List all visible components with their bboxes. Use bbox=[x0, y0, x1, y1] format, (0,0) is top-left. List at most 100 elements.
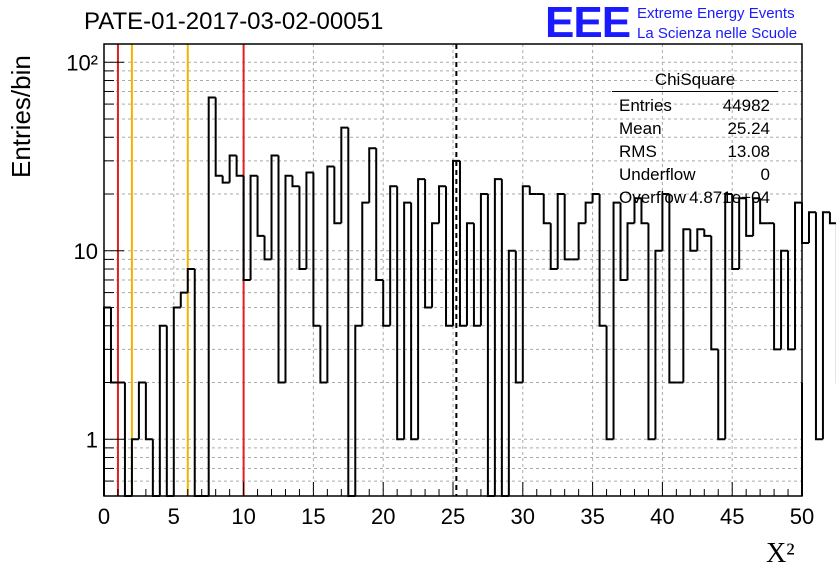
histogram-bin bbox=[794, 201, 802, 350]
histogram-bin bbox=[696, 228, 705, 251]
histogram-bin bbox=[458, 160, 467, 327]
stats-key: Entries bbox=[619, 96, 672, 115]
stats-value: 13.08 bbox=[727, 142, 770, 161]
histogram-bin bbox=[214, 97, 223, 177]
histogram-bin bbox=[626, 222, 635, 280]
tick-marks bbox=[103, 61, 803, 497]
histogram-bin bbox=[724, 193, 733, 440]
histogram-bin bbox=[612, 201, 621, 440]
y-tick-label: 1 bbox=[86, 427, 98, 452]
histogram-bin bbox=[507, 249, 516, 496]
stats-row-overflow: Overflow 4.871e+04 bbox=[612, 186, 778, 209]
histogram-bin bbox=[228, 154, 237, 183]
x-tick-label: 10 bbox=[231, 504, 255, 529]
stats-row-rms: RMS 13.08 bbox=[612, 140, 778, 163]
histogram-bin bbox=[801, 202, 809, 244]
histogram-bin bbox=[787, 250, 796, 351]
histogram-bin bbox=[165, 325, 174, 497]
histogram-bin bbox=[542, 194, 551, 225]
histogram-bin bbox=[738, 197, 747, 270]
histogram-series bbox=[103, 96, 836, 497]
tick-labels: 0 5 10 15 20 25 30 35 40 45 50 1 10 10² bbox=[66, 50, 814, 529]
histogram-bin bbox=[654, 249, 663, 440]
histogram-bin bbox=[465, 222, 474, 326]
histogram-bin bbox=[305, 171, 314, 270]
x-tick-label: 0 bbox=[98, 504, 110, 529]
histogram-bin bbox=[375, 148, 384, 281]
histogram-bin bbox=[221, 175, 230, 184]
histogram-bin bbox=[235, 155, 244, 177]
histogram-bin bbox=[382, 279, 391, 327]
histogram-bin bbox=[103, 306, 111, 496]
histogram-bin bbox=[549, 223, 558, 271]
histogram-bin bbox=[438, 185, 447, 224]
stats-row-underflow: Underflow 0 bbox=[612, 163, 778, 186]
stats-key: Underflow bbox=[619, 165, 696, 184]
x-tick-label: 40 bbox=[650, 504, 674, 529]
stats-value: 0 bbox=[760, 165, 770, 184]
histogram-bin bbox=[445, 186, 453, 327]
eee-logo: EEE bbox=[545, 0, 631, 47]
histogram-bin bbox=[361, 201, 370, 326]
histogram-bin bbox=[647, 223, 656, 441]
histogram-bin bbox=[717, 349, 726, 441]
histogram-bin bbox=[270, 154, 279, 260]
histogram-bin bbox=[752, 197, 761, 236]
histogram-bin bbox=[326, 165, 335, 383]
stats-key: Overflow bbox=[619, 188, 687, 207]
histogram-bin bbox=[514, 250, 523, 384]
histogram-bin bbox=[319, 325, 328, 384]
histogram-bin bbox=[417, 178, 426, 440]
chart-title: PATE-01-2017-03-02-00051 bbox=[84, 8, 384, 35]
histogram-bin bbox=[689, 229, 698, 252]
histogram-bin bbox=[814, 212, 823, 441]
histogram-bin bbox=[584, 201, 593, 224]
histogram-bin bbox=[577, 222, 586, 260]
histogram-bin bbox=[807, 211, 816, 243]
histogram-bin bbox=[773, 223, 782, 351]
histogram-bin bbox=[368, 147, 377, 203]
histogram-bin bbox=[179, 291, 188, 308]
histogram-bin bbox=[682, 228, 691, 383]
x-axis-label: X² bbox=[766, 538, 795, 569]
histogram-bin bbox=[144, 382, 153, 441]
x-tick-label: 35 bbox=[580, 504, 604, 529]
histogram-bin bbox=[389, 185, 398, 326]
histogram-bin bbox=[633, 197, 642, 224]
histogram-bin bbox=[291, 175, 300, 188]
histogram-bin bbox=[640, 198, 649, 225]
histogram-bin bbox=[249, 174, 258, 280]
histogram-bin bbox=[137, 381, 146, 440]
histogram-bin bbox=[452, 159, 460, 326]
histogram-bin bbox=[500, 179, 509, 497]
histogram-bin bbox=[619, 202, 628, 281]
histogram-bin bbox=[598, 194, 607, 327]
histogram-bin bbox=[396, 186, 405, 441]
histogram-bin bbox=[821, 211, 830, 440]
histogram-bin bbox=[277, 155, 286, 384]
histogram-bin bbox=[668, 194, 677, 384]
histogram-bin bbox=[563, 194, 572, 261]
histogram-bin bbox=[424, 179, 433, 309]
histogram-bin bbox=[186, 268, 195, 293]
x-tick-label: 45 bbox=[720, 504, 744, 529]
histogram-bin bbox=[333, 166, 342, 225]
logo-line-2: La Scienza nelle Scuole bbox=[637, 25, 798, 42]
histogram-bin bbox=[130, 438, 139, 496]
x-tick-label: 25 bbox=[441, 504, 465, 529]
histogram-bin bbox=[493, 178, 502, 496]
stats-value: 44982 bbox=[722, 96, 770, 115]
histogram-bin bbox=[242, 175, 251, 281]
histogram-bin bbox=[472, 223, 481, 327]
stats-key: RMS bbox=[619, 142, 657, 161]
histogram-bin bbox=[759, 198, 768, 225]
histogram-bin bbox=[521, 185, 530, 383]
x-tick-label: 50 bbox=[790, 504, 814, 529]
histogram-bin bbox=[710, 235, 719, 351]
marker-lines bbox=[116, 44, 458, 496]
stats-key: Mean bbox=[619, 119, 662, 138]
histogram-bin bbox=[556, 193, 565, 270]
histogram-bin bbox=[828, 212, 836, 225]
histogram-bin bbox=[780, 249, 789, 350]
logo-line-1: Extreme Energy Events bbox=[637, 5, 795, 22]
